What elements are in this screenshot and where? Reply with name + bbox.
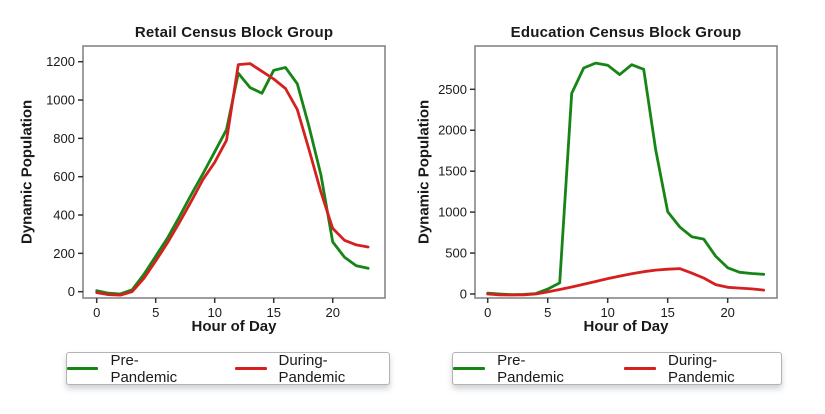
legend-item-pre-pandemic: Pre-Pandemic [67,352,201,386]
y-tick-label: 1000 [438,205,467,220]
legend-label: Pre-Pandemic [497,351,564,386]
plot-frame [82,45,386,299]
x-tick-label: 10 [600,305,614,320]
plot-frame [474,45,778,299]
legend-item-during-pandemic: During-Pandemic [623,351,781,386]
x-tick-label: 5 [544,305,551,320]
y-tick-label: 0 [460,286,467,301]
legend-label: During-Pandemic [278,351,346,386]
series-line-during-pandemic [95,62,370,297]
retail-chart-plot: 0 200 400 600 800 1000 1200 0 5 10 15 20 [46,45,386,320]
x-tick-label: 15 [660,305,674,320]
x-tick-label: 20 [720,305,734,320]
x-tick-label: 0 [93,305,100,320]
legend-item-during-pandemic: During-Pandemic [235,352,389,386]
pre-pandemic-line-swatch [453,367,486,370]
x-tick-label: 10 [207,305,221,320]
y-tick-label: 0 [68,284,75,299]
retail-x-axis-label: Hour of Day [191,318,277,335]
y-tick-label: 2000 [438,123,467,138]
x-tick-label: 5 [152,305,159,320]
legend-label: Pre-Pandemic [110,351,178,386]
during-pandemic-line-swatch [235,367,267,370]
during-pandemic-line-swatch [623,367,656,370]
pre-pandemic-line-swatch [67,367,99,370]
y-tick-label: 1500 [438,164,467,179]
x-tick-label: 15 [266,305,280,320]
y-tick-label: 200 [53,246,75,261]
series-line-during-pandemic [486,267,766,297]
y-tick-label: 1000 [46,93,75,108]
legend-item-pre-pandemic: Pre-Pandemic [453,352,590,386]
y-tick-label: 500 [445,246,467,261]
education-chart-title: Education Census Block Group [510,24,742,41]
y-tick-label: 400 [53,208,75,223]
y-tick-label: 2500 [438,82,467,97]
education-chart-plot: 0 500 1000 1500 2000 2500 0 5 10 15 20 [438,45,778,320]
education-legend: Pre-Pandemic During-Pandemic [452,351,782,386]
x-tick-label: 20 [325,305,339,320]
retail-legend: Pre-Pandemic During-Pandemic [66,352,390,386]
series-line-pre-pandemic [486,61,766,297]
retail-chart-title: Retail Census Block Group [134,24,334,41]
legend-label: During-Pandemic [667,351,735,386]
y-tick-label: 800 [53,131,75,146]
y-tick-label: 1200 [46,54,75,69]
x-tick-label: 0 [484,305,491,320]
y-tick-label: 600 [53,169,75,184]
education-x-axis-label: Hour of Day [583,318,669,335]
